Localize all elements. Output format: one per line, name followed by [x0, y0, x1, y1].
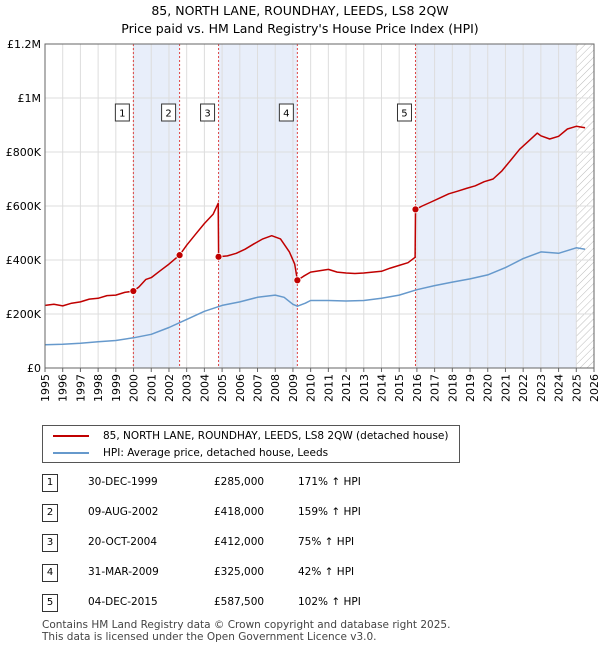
sale-label-4: 4: [283, 109, 289, 120]
x-tick-label: 2022: [517, 374, 530, 402]
sale-point-2: [175, 251, 184, 260]
x-tick-label: 2005: [216, 374, 229, 402]
y-tick-label: £0: [27, 362, 41, 375]
y-tick-label: £800K: [6, 146, 42, 159]
x-tick-label: 2003: [181, 374, 194, 402]
sale-row: 3 20-OCT-2004 £412,000 75% ↑ HPI: [42, 534, 402, 552]
sale-date: 04-DEC-2015: [88, 596, 158, 608]
x-tick-label: 2001: [145, 374, 158, 402]
sale-date: 31-MAR-2009: [88, 566, 159, 578]
x-tick-label: 2010: [305, 374, 318, 402]
sale-price: £587,500: [214, 596, 265, 608]
x-tick-label: 2021: [499, 374, 512, 402]
chart-title-line2: Price paid vs. HM Land Registry's House …: [121, 21, 479, 36]
sale-row: 2 09-AUG-2002 £418,000 159% ↑ HPI: [42, 504, 402, 522]
sale-label-box-4: [278, 103, 294, 122]
sale-number: 1: [42, 474, 58, 492]
sale-label-box-1: [114, 103, 130, 122]
sale-label-2: 2: [165, 109, 171, 120]
x-tick-label: 2012: [340, 374, 353, 402]
sale-price: £325,000: [214, 566, 265, 578]
footer-line1: Contains HM Land Registry data © Crown c…: [42, 619, 451, 631]
hpi-line: [44, 247, 586, 346]
sale-label-5: 5: [401, 109, 407, 120]
legend-swatch-hpi: [53, 452, 89, 454]
x-tick-label: 1997: [74, 374, 87, 402]
sale-row: 1 30-DEC-1999 £285,000 171% ↑ HPI: [42, 474, 402, 492]
legend-label-property: 85, NORTH LANE, ROUNDHAY, LEEDS, LS8 2QW…: [103, 430, 449, 442]
sale-hpi-change: 159% ↑ HPI: [298, 506, 361, 518]
sale-row: 5 04-DEC-2015 £587,500 102% ↑ HPI: [42, 594, 402, 612]
x-tick-label: 2015: [393, 374, 406, 402]
legend-swatch-property: [53, 435, 89, 437]
x-tick-label: 2025: [570, 374, 583, 402]
sale-number: 5: [42, 594, 58, 612]
legend-item-property: 85, NORTH LANE, ROUNDHAY, LEEDS, LS8 2QW…: [53, 428, 448, 444]
sale-label-box-3: [200, 103, 216, 122]
x-tick-label: 2002: [163, 374, 176, 402]
sale-price: £418,000: [214, 506, 265, 518]
x-tick-label: 2024: [553, 374, 566, 402]
chart-title: 85, NORTH LANE, ROUNDHAY, LEEDS, LS8 2QW…: [0, 2, 600, 38]
sale-hpi-change: 171% ↑ HPI: [298, 476, 361, 488]
x-tick-label: 2026: [588, 374, 600, 402]
x-tick-label: 2019: [464, 374, 477, 402]
price-chart: 1 2 3 4 5 £0 £200K £400K £600K £800K £1M £1.2M 1995…: [6, 38, 600, 402]
x-tick-label: 2014: [375, 374, 388, 402]
sale-number: 3: [42, 534, 58, 552]
y-tick-label: £1.2M: [7, 38, 41, 51]
x-tick-label: 2009: [287, 374, 300, 402]
sale-point-5: [411, 205, 420, 214]
x-tick-label: 2006: [234, 374, 247, 402]
sale-point-1: [129, 287, 138, 295]
sale-number: 4: [42, 564, 58, 582]
x-tick-label: 2018: [446, 374, 459, 402]
sale-point-4: [293, 276, 302, 285]
property-line: [44, 125, 586, 307]
plot-frame: [44, 43, 595, 369]
y-tick-label: £400K: [6, 254, 42, 267]
sale-hpi-change: 75% ↑ HPI: [298, 536, 355, 548]
sale-label-box-2: [161, 103, 177, 122]
x-tick-label: 1998: [92, 374, 105, 402]
x-tick-label: 2004: [198, 374, 211, 402]
sale-row: 4 31-MAR-2009 £325,000 42% ↑ HPI: [42, 564, 402, 582]
sale-hpi-change: 42% ↑ HPI: [298, 566, 355, 578]
x-tick-label: 2017: [429, 374, 442, 402]
x-tick-label: 2011: [322, 374, 335, 402]
legend-item-hpi: HPI: Average price, detached house, Leed…: [53, 445, 328, 461]
footer: Contains HM Land Registry data © Crown c…: [42, 619, 450, 643]
x-tick-label: 1996: [57, 374, 70, 402]
sale-hpi-change: 102% ↑ HPI: [298, 596, 361, 608]
sale-price: £285,000: [214, 476, 265, 488]
sale-number: 2: [42, 504, 58, 522]
y-tick-label: £200K: [6, 308, 42, 321]
sale-label-3: 3: [204, 109, 210, 120]
sale-date: 30-DEC-1999: [88, 476, 158, 488]
x-tick-label: 2020: [482, 374, 495, 402]
x-tick-label: 1999: [110, 374, 123, 402]
y-tick-label: £600K: [6, 200, 42, 213]
y-tick-label: £1M: [18, 92, 42, 105]
x-tick-label: 2016: [411, 374, 424, 402]
legend-label-hpi: HPI: Average price, detached house, Leed…: [103, 447, 329, 459]
x-tick-label: 2013: [358, 374, 371, 402]
x-tick-label: 1995: [39, 374, 52, 402]
sale-date: 20-OCT-2004: [88, 536, 157, 548]
x-tick-label: 2008: [269, 374, 282, 402]
legend: 85, NORTH LANE, ROUNDHAY, LEEDS, LS8 2QW…: [42, 425, 460, 463]
sale-price: £412,000: [214, 536, 265, 548]
chart-title-line1: 85, NORTH LANE, ROUNDHAY, LEEDS, LS8 2QW: [151, 3, 449, 18]
x-tick-label: 2000: [128, 374, 141, 402]
footer-line2: This data is licensed under the Open Gov…: [42, 631, 377, 643]
x-tick-label: 2023: [535, 374, 548, 402]
sale-label-1: 1: [119, 109, 125, 120]
sale-point-3: [214, 252, 223, 261]
x-tick-label: 2007: [252, 374, 265, 402]
sale-label-box-5: [396, 103, 412, 122]
sale-date: 09-AUG-2002: [88, 506, 159, 518]
